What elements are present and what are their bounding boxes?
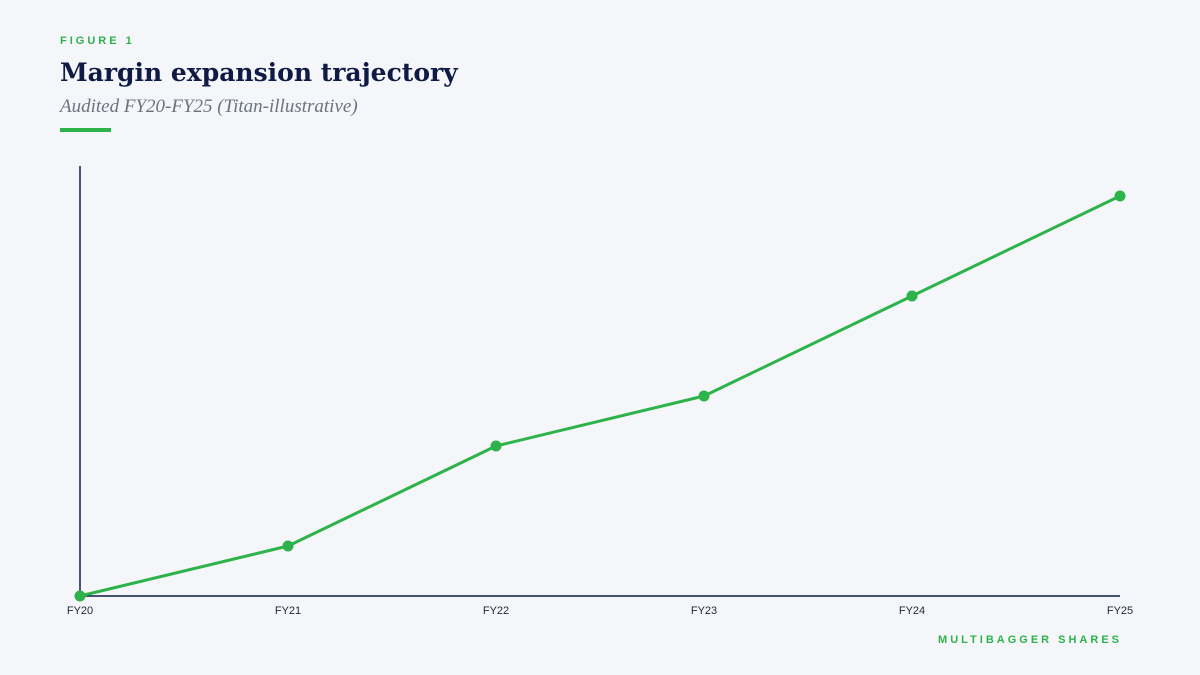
- chart-axes: [79, 166, 1120, 597]
- accent-rule: [60, 128, 111, 132]
- data-point-fy23: [698, 390, 710, 402]
- x-tick-label-fy23: FY23: [691, 605, 717, 617]
- chart-subtitle: Audited FY20-FY25 (Titan-illustrative): [60, 96, 358, 117]
- series-layer: [74, 190, 1126, 602]
- data-point-fy21: [282, 540, 294, 552]
- data-point-fy20: [74, 590, 86, 602]
- chart-title: Margin expansion trajectory: [60, 58, 458, 87]
- x-tick-label-fy21: FY21: [275, 605, 301, 617]
- data-point-fy22: [490, 440, 502, 452]
- x-tick-label-fy24: FY24: [899, 605, 925, 617]
- figure-label: FIGURE 1: [60, 35, 135, 47]
- x-tick-label-fy22: FY22: [483, 605, 509, 617]
- x-tick-label-fy25: FY25: [1107, 605, 1133, 617]
- x-tick-label-fy20: FY20: [67, 605, 93, 617]
- data-point-fy25: [1114, 190, 1126, 202]
- x-tick-labels: FY20 FY21 FY22 FY23 FY24 FY25: [67, 605, 1133, 617]
- series-line: [78, 194, 1122, 598]
- data-point-fy24: [906, 290, 918, 302]
- brand-mark: MULTIBAGGER SHARES: [938, 634, 1122, 646]
